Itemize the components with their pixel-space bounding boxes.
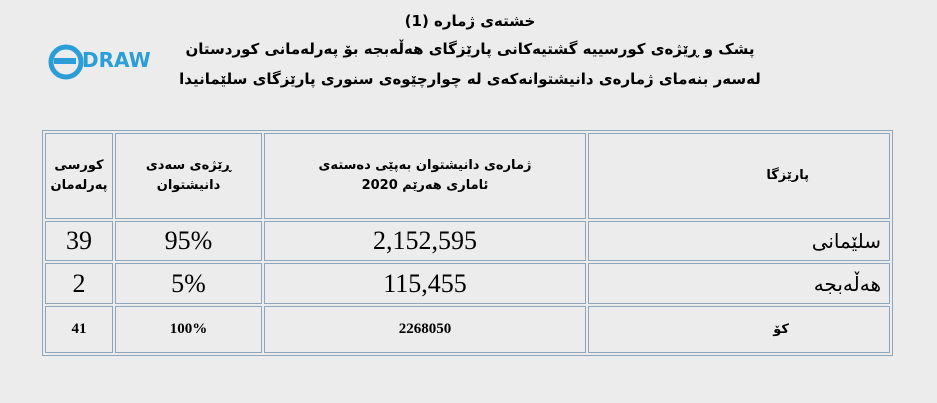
cell: 95% [115, 220, 262, 262]
row: هەڵەبجە 115,455 5% 2 [45, 263, 890, 305]
header-cell: ژمارەی دانیشتوان بەپێی دەستەی ئاماری هەرێ… [264, 133, 586, 219]
cell: 2 [45, 263, 113, 305]
logo: DRAW [48, 44, 151, 80]
cell: 115,455 [264, 263, 586, 305]
header-cell: ڕێژەی سەدی دانیشتوان [115, 133, 262, 219]
header-text: دانیشتوان [156, 177, 221, 193]
cell: 39 [45, 220, 113, 262]
header-row: پارێزگا ژمارەی دانیشتوان بەپێی دەستەی ئام… [45, 133, 890, 219]
header-text: ڕێژەی سەدی [145, 157, 232, 173]
cell: کۆ [588, 306, 890, 353]
header-text: کورسی [54, 157, 104, 173]
total-row: کۆ 2268050 100% 41 [45, 306, 890, 353]
title-line: پشک و ڕێژەی کورسییە گشتیەکانی پارێزگای ه… [185, 40, 755, 58]
cell: 41 [45, 306, 113, 353]
cell: هەڵەبجە [588, 263, 890, 305]
header-text: ئاماری هەرێم 2020 [361, 177, 489, 193]
data-table: پارێزگا ژمارەی دانیشتوان بەپێی دەستەی ئام… [42, 130, 893, 356]
cell: 2,152,595 [264, 220, 586, 262]
header-cell: پارێزگا [588, 133, 890, 219]
cell: 100% [115, 306, 262, 353]
title-line: لەسەر بنەمای ژمارەی دانیشتوانەکەی لە چوا… [179, 70, 761, 88]
cell: 2268050 [264, 306, 586, 353]
row: سلێمانی 2,152,595 95% 39 [45, 220, 890, 262]
logo-text: DRAW [82, 48, 151, 72]
header-text: ژمارەی دانیشتوان بەپێی دەستەی [318, 157, 532, 173]
cell: سلێمانی [588, 220, 890, 262]
cell: 5% [115, 263, 262, 305]
header-cell: کورسی پەرلەمان [45, 133, 113, 219]
header-text: پارێزگا [766, 167, 809, 183]
header-text: پەرلەمان [50, 177, 108, 193]
title-line: خشتەی ژمارە (1) [404, 12, 536, 30]
